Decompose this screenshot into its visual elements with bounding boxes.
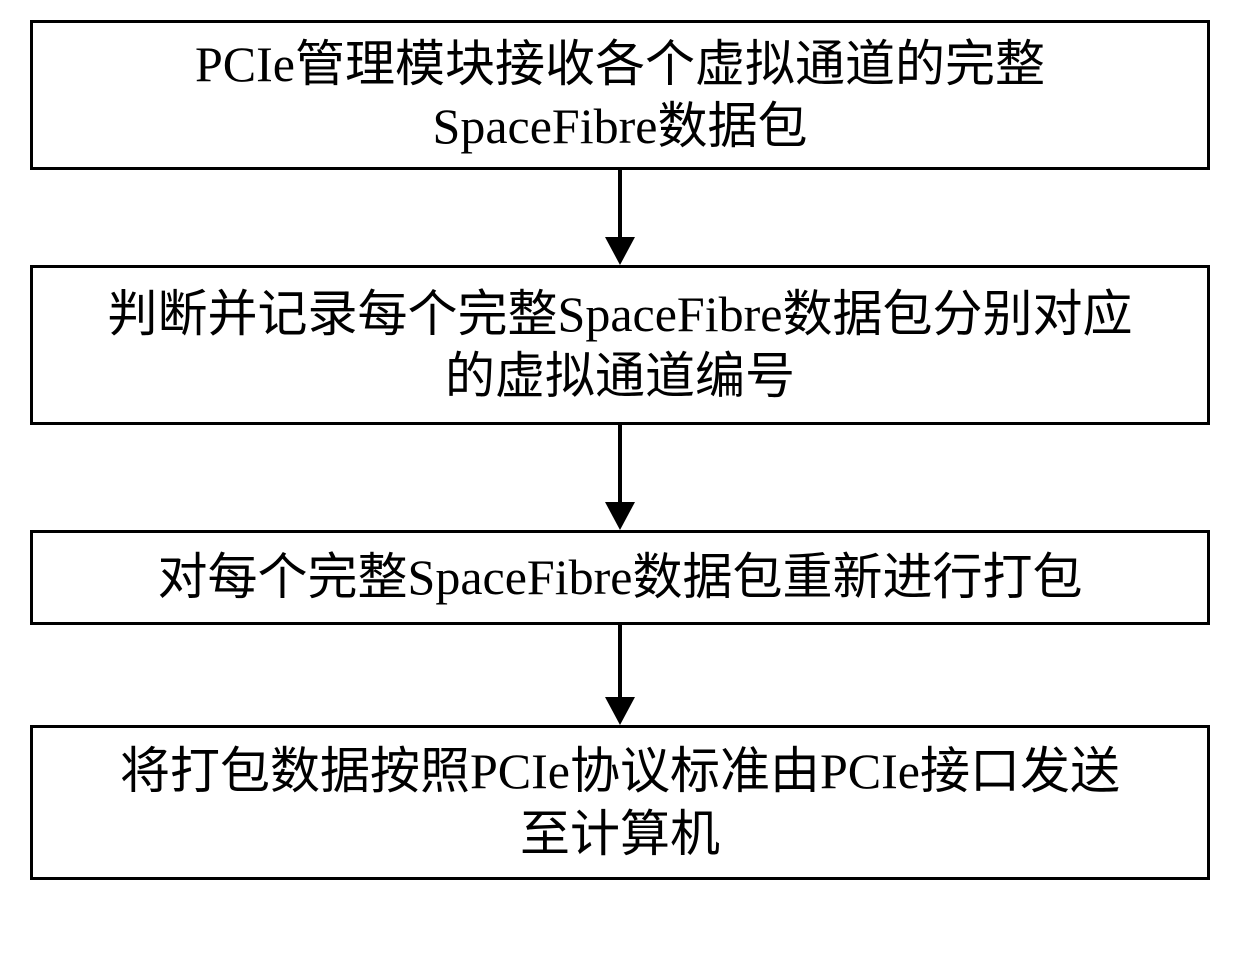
flow-arrow-2: [605, 425, 635, 530]
flow-node-3: 对每个完整SpaceFibre数据包重新进行打包: [30, 530, 1210, 625]
flow-node-1-label: PCIe管理模块接收各个虚拟通道的完整SpaceFibre数据包: [195, 33, 1045, 158]
flow-node-1: PCIe管理模块接收各个虚拟通道的完整SpaceFibre数据包: [30, 20, 1210, 170]
flow-arrow-3: [605, 625, 635, 725]
flow-node-2: 判断并记录每个完整SpaceFibre数据包分别对应的虚拟通道编号: [30, 265, 1210, 425]
flow-node-4-label: 将打包数据按照PCIe协议标准由PCIe接口发送至计算机: [120, 740, 1120, 865]
flow-node-4: 将打包数据按照PCIe协议标准由PCIe接口发送至计算机: [30, 725, 1210, 880]
flow-node-3-label: 对每个完整SpaceFibre数据包重新进行打包: [158, 546, 1083, 609]
flow-arrow-1: [605, 170, 635, 265]
flow-node-2-label: 判断并记录每个完整SpaceFibre数据包分别对应的虚拟通道编号: [108, 283, 1133, 408]
